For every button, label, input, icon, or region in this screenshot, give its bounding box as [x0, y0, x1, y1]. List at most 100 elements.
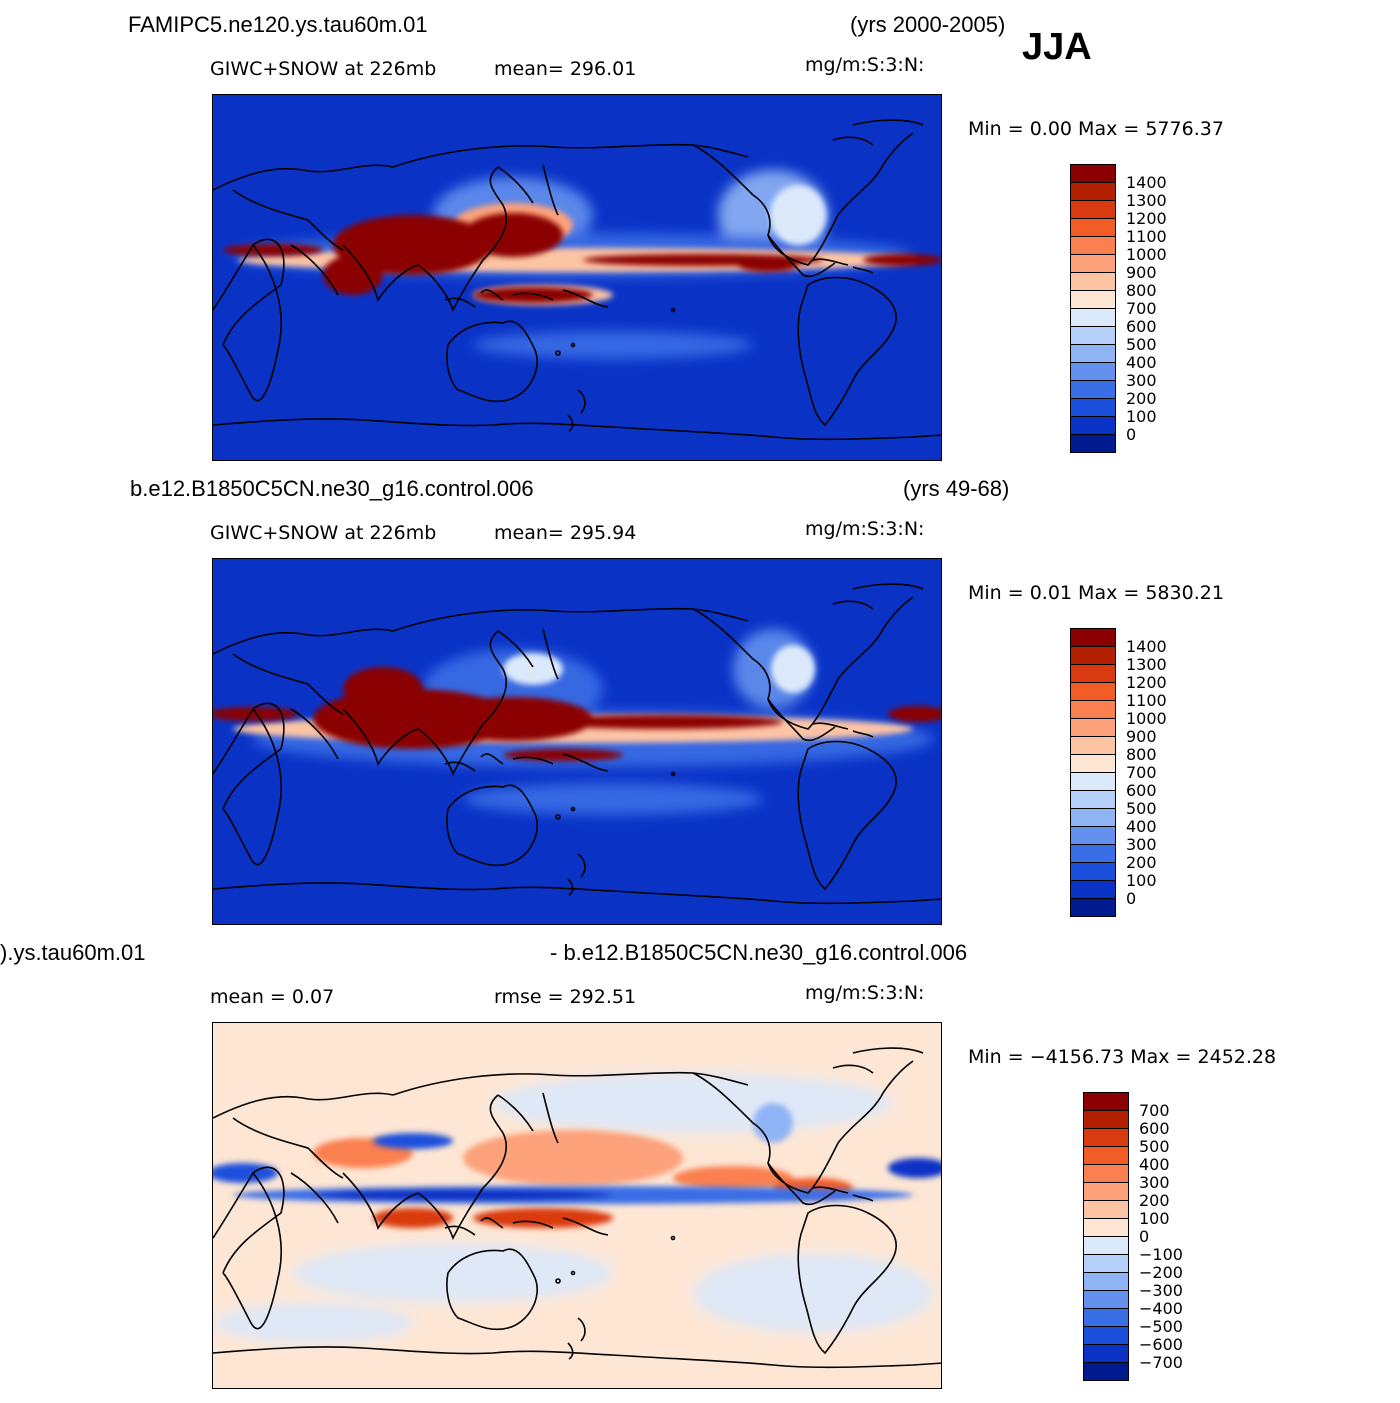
panel3-minmax: Min = −4156.73 Max = 2452.28: [968, 1046, 1277, 1068]
panel2-units: mg/m:S:3:N:: [805, 518, 925, 540]
panel2-colorbar-box: [1070, 682, 1116, 701]
panel1-colorbar-label: 100: [1126, 407, 1157, 426]
panel3-colorbar-label: 0: [1139, 1227, 1150, 1246]
panel3-colorbar-label: −200: [1139, 1263, 1183, 1282]
panel3-colorbar-label: 500: [1139, 1137, 1170, 1156]
panel2-colorbar-box: [1070, 700, 1116, 719]
panel3-colorbar-box: [1083, 1128, 1129, 1147]
panel2-colorbar-box: [1070, 646, 1116, 665]
panel3-colorbar-label: −600: [1139, 1335, 1183, 1354]
panel3-colorbar-label: 600: [1139, 1119, 1170, 1138]
panel2-colorbar-box: [1070, 772, 1116, 791]
panel2-colorbar-label: 900: [1126, 727, 1157, 746]
panel3-map: [212, 1022, 942, 1389]
panel1-map: [212, 94, 942, 461]
panel2-colorbar-box: [1070, 898, 1116, 917]
panel2-variable: GIWC+SNOW at 226mb: [210, 522, 437, 544]
panel1-minmax: Min = 0.00 Max = 5776.37: [968, 118, 1224, 140]
panel3-colorbar-box: [1083, 1146, 1129, 1165]
panel1-colorbar-label: 900: [1126, 263, 1157, 282]
panel1-colorbar-label: 1100: [1126, 227, 1167, 246]
panel2-colorbar-label: 400: [1126, 817, 1157, 836]
panel2-colorbar-box: [1070, 826, 1116, 845]
panel3-colorbar-label: −300: [1139, 1281, 1183, 1300]
panel2-mean: mean= 295.94: [494, 522, 637, 544]
panel3-colorbar-box: [1083, 1308, 1129, 1327]
season-label: JJA: [1022, 26, 1092, 68]
panel2-colorbar-box: [1070, 880, 1116, 899]
panel2-colorbar-box: [1070, 736, 1116, 755]
panel1-colorbar-box: [1070, 254, 1116, 273]
panel1-colorbar-label: 700: [1126, 299, 1157, 318]
panel1-colorbar-label: 200: [1126, 389, 1157, 408]
panel1-colorbar-box: [1070, 218, 1116, 237]
panel1-years: (yrs 2000-2005): [850, 12, 1006, 37]
panel1-colorbar-label: 1400: [1126, 173, 1167, 192]
panel1-colorbar-label: 1300: [1126, 191, 1167, 210]
panel2-colorbar-label: 700: [1126, 763, 1157, 782]
panel2-years: (yrs 49-68): [903, 476, 1010, 501]
panel1-colorbar-box: [1070, 398, 1116, 417]
panel3-colorbar-label: 100: [1139, 1209, 1170, 1228]
panel2-colorbar-label: 1300: [1126, 655, 1167, 674]
panel1-colorbar-box: [1070, 200, 1116, 219]
panel2-colorbar-box: [1070, 754, 1116, 773]
panel2-colorbar-label: 1200: [1126, 673, 1167, 692]
panel3-colorbar-box: [1083, 1218, 1129, 1237]
panel3-colorbar-box: [1083, 1110, 1129, 1129]
panel3-case-title: ).ys.tau60m.01: [0, 940, 146, 965]
panel2-case-title: b.e12.B1850C5CN.ne30_g16.control.006: [130, 476, 534, 501]
panel2-colorbar-label: 300: [1126, 835, 1157, 854]
panel2-colorbar-label: 0: [1126, 889, 1137, 908]
panel2-map: [212, 558, 942, 925]
panel3-case-subtrahend: - b.e12.B1850C5CN.ne30_g16.control.006: [550, 940, 968, 965]
panel1-colorbar-box: [1070, 182, 1116, 201]
panel2-colorbar-box: [1070, 808, 1116, 827]
panel3-units: mg/m:S:3:N:: [805, 982, 925, 1004]
panel1-colorbar-box: [1070, 434, 1116, 453]
panel2-colorbar-box: [1070, 628, 1116, 647]
panel1-mean: mean= 296.01: [494, 58, 637, 80]
panel2-colorbar-label: 1100: [1126, 691, 1167, 710]
panel1-colorbar-box: [1070, 362, 1116, 381]
panel3-colorbar-label: 400: [1139, 1155, 1170, 1174]
panel1-colorbar-box: [1070, 236, 1116, 255]
panel1-colorbar-label: 400: [1126, 353, 1157, 372]
panel3-rmse: rmse = 292.51: [494, 986, 637, 1008]
panel2-colorbar-box: [1070, 790, 1116, 809]
panel3-colorbar-box: [1083, 1254, 1129, 1273]
panel1-case-title: FAMIPC5.ne120.ys.tau60m.01: [128, 12, 428, 37]
panel2-colorbar-label: 200: [1126, 853, 1157, 872]
panel3-colorbar-label: 700: [1139, 1101, 1170, 1120]
panel1-colorbar-box: [1070, 164, 1116, 183]
panel2-colorbar-label: 500: [1126, 799, 1157, 818]
panel2-minmax: Min = 0.01 Max = 5830.21: [968, 582, 1224, 604]
panel1-colorbar-label: 0: [1126, 425, 1137, 444]
panel3-colorbar-box: [1083, 1236, 1129, 1255]
panel1-colorbar-box: [1070, 416, 1116, 435]
panel3-colorbar-label: 300: [1139, 1173, 1170, 1192]
panel1-units: mg/m:S:3:N:: [805, 54, 925, 76]
panel2-colorbar-label: 1400: [1126, 637, 1167, 656]
panel3-colorbar-box: [1083, 1326, 1129, 1345]
panel1-colorbar-box: [1070, 326, 1116, 345]
panel3-colorbar-box: [1083, 1290, 1129, 1309]
panel1-colorbar-label: 800: [1126, 281, 1157, 300]
panel3-colorbar-box: [1083, 1362, 1129, 1381]
panel3-colorbar-box: [1083, 1272, 1129, 1291]
panel2-colorbar-box: [1070, 664, 1116, 683]
panel2-colorbar-label: 800: [1126, 745, 1157, 764]
panel3-colorbar-box: [1083, 1200, 1129, 1219]
panel3-colorbar-label: −700: [1139, 1353, 1183, 1372]
panel1-colorbar-box: [1070, 308, 1116, 327]
panel3-colorbar-box: [1083, 1164, 1129, 1183]
panel3-colorbar-box: [1083, 1344, 1129, 1363]
panel2-colorbar-label: 600: [1126, 781, 1157, 800]
panel1-colorbar-box: [1070, 272, 1116, 291]
panel1-variable: GIWC+SNOW at 226mb: [210, 58, 437, 80]
panel2-colorbar-box: [1070, 718, 1116, 737]
panel1-colorbar-label: 300: [1126, 371, 1157, 390]
panel3-colorbar-box: [1083, 1092, 1129, 1111]
panel3-colorbar-label: −500: [1139, 1317, 1183, 1336]
panel2-colorbar-box: [1070, 844, 1116, 863]
